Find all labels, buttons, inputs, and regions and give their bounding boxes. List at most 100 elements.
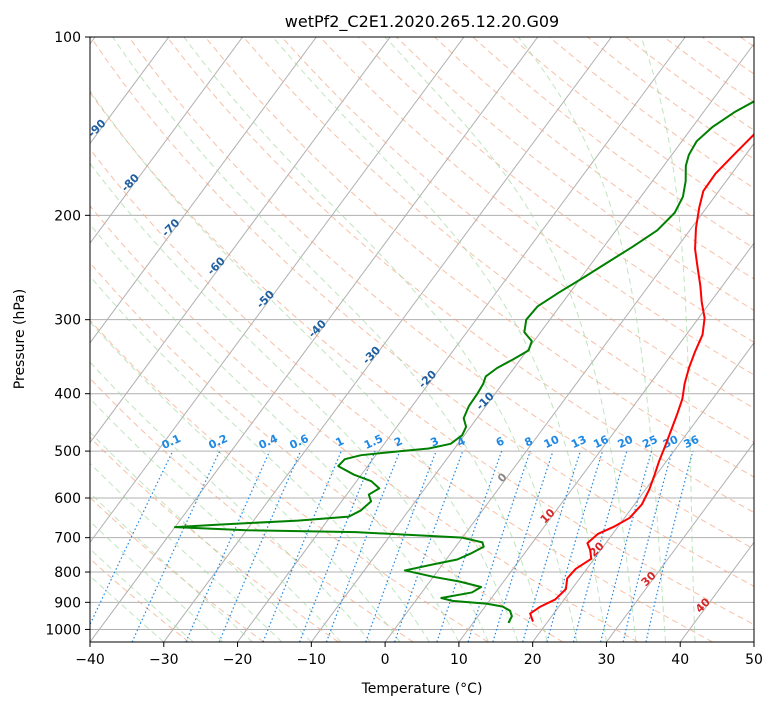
dry-adiabat xyxy=(90,436,339,642)
dry-adiabat-label: -20 xyxy=(416,368,439,391)
temperature-profile xyxy=(529,132,754,622)
dry-adiabat xyxy=(319,37,754,376)
mixing-ratio-label: 36 xyxy=(682,433,702,451)
mixing-ratio-label: 16 xyxy=(591,433,611,451)
y-tick-label: 100 xyxy=(54,30,81,46)
dry-adiabat xyxy=(90,319,489,642)
x-tick-label: 30 xyxy=(598,652,616,668)
moist-adiabat-label: 10 xyxy=(538,506,558,526)
y-tick-label: 500 xyxy=(54,444,81,460)
moist-adiabat xyxy=(90,431,312,642)
isotherm-line xyxy=(458,242,754,642)
moist-adiabat xyxy=(90,462,283,642)
isotherm-line xyxy=(237,37,686,642)
mixing-ratio-line xyxy=(622,450,673,642)
dry-adiabat xyxy=(548,37,754,189)
mixing-ratio-line xyxy=(131,450,221,642)
mixing-ratio-label: 6 xyxy=(494,434,507,449)
mixing-ratio-label: 0.6 xyxy=(288,432,311,452)
moist-adiabat xyxy=(90,492,253,642)
moist-adiabat xyxy=(90,397,342,642)
dry-adiabat-label: -100 xyxy=(60,44,89,73)
moist-adiabat xyxy=(640,37,696,642)
dry-adiabat xyxy=(510,37,754,219)
x-tick-label: −30 xyxy=(149,652,179,668)
isotherm-line xyxy=(753,641,754,642)
moist-adiabat xyxy=(90,90,519,642)
isotherm-line xyxy=(384,142,754,642)
mixing-ratio-line xyxy=(90,450,174,626)
isotherm-line xyxy=(90,37,391,444)
y-tick-label: 1000 xyxy=(45,622,81,638)
dry-adiabat xyxy=(90,262,564,642)
y-tick-label: 800 xyxy=(54,565,81,581)
moist-adiabat xyxy=(272,37,607,642)
dry-adiabat xyxy=(90,91,754,626)
x-tick-label: −20 xyxy=(223,652,253,668)
moist-adiabat xyxy=(112,37,548,642)
isotherm-line xyxy=(532,342,754,642)
moist-adiabat xyxy=(517,37,666,642)
x-tick-label: 0 xyxy=(381,652,390,668)
isotherm-line xyxy=(163,37,612,642)
isotherm-line xyxy=(90,37,539,642)
moist-adiabat-label: 40 xyxy=(693,595,713,615)
mixing-ratio-line xyxy=(492,450,554,642)
isotherm-line xyxy=(679,541,754,642)
dry-adiabat-label: -50 xyxy=(254,288,277,311)
mixing-ratio-line xyxy=(645,450,694,642)
moist-adiabat xyxy=(90,361,371,642)
mixing-ratio-line xyxy=(436,450,503,642)
mixing-ratio-label: 1 xyxy=(334,434,346,449)
mixing-ratio-line xyxy=(298,450,376,642)
mixing-ratio-line xyxy=(467,450,531,642)
moist-adiabat xyxy=(90,162,489,642)
mixing-ratio-label: 10 xyxy=(542,433,562,451)
dry-adiabat xyxy=(90,496,265,642)
mixing-ratio-label: 25 xyxy=(640,433,659,451)
dry-adiabat xyxy=(90,205,639,642)
isotherm-line xyxy=(90,37,243,245)
mixing-ratio-line xyxy=(546,450,604,642)
y-tick-label: 900 xyxy=(54,595,81,611)
dewpoint-profile xyxy=(173,100,754,624)
mixing-ratio-label: 2 xyxy=(392,434,404,449)
moist-adiabat xyxy=(90,275,430,642)
mixing-ratio-line xyxy=(218,450,302,642)
dry-adiabat xyxy=(663,37,754,103)
plot-frame xyxy=(89,36,755,643)
isotherm-line xyxy=(90,37,317,344)
mixing-ratio-line xyxy=(185,450,271,642)
moist-adiabat xyxy=(90,575,165,642)
mixing-ratio-line xyxy=(262,450,342,642)
moist-adiabat xyxy=(90,548,194,642)
x-axis-label: Temperature (°C) xyxy=(361,681,483,697)
chart-title: wetPf2_C2E1.2020.265.12.20.G09 xyxy=(285,12,559,32)
mixing-ratio-label: 0.1 xyxy=(160,432,183,452)
x-tick-label: −10 xyxy=(297,652,327,668)
y-tick-label: 600 xyxy=(54,491,81,507)
isotherm-line xyxy=(90,37,465,544)
mixing-ratio-label: 0.2 xyxy=(207,432,230,452)
x-tick-label: 20 xyxy=(524,652,542,668)
y-tick-label: 400 xyxy=(54,387,81,403)
x-tick-label: 10 xyxy=(450,652,468,668)
dry-adiabat xyxy=(740,37,754,48)
dry-adiabat xyxy=(90,148,713,642)
moist-adiabat xyxy=(90,321,401,642)
dry-adiabat-label: -90 xyxy=(85,116,108,139)
y-tick-label: 700 xyxy=(54,531,81,547)
dry-adiabat-label: -30 xyxy=(360,344,383,367)
mixing-ratio-label: 0.4 xyxy=(257,432,280,452)
dry-adiabat xyxy=(357,37,754,343)
moist-adiabat-label: 0 xyxy=(495,470,510,485)
y-tick-label: 300 xyxy=(54,313,81,329)
x-tick-label: −40 xyxy=(75,652,105,668)
x-tick-label: 50 xyxy=(745,652,763,668)
y-tick-label: 200 xyxy=(54,208,81,224)
dry-adiabat-label: -70 xyxy=(159,216,182,239)
dry-adiabat xyxy=(90,377,414,642)
x-tick-label: 40 xyxy=(671,652,689,668)
